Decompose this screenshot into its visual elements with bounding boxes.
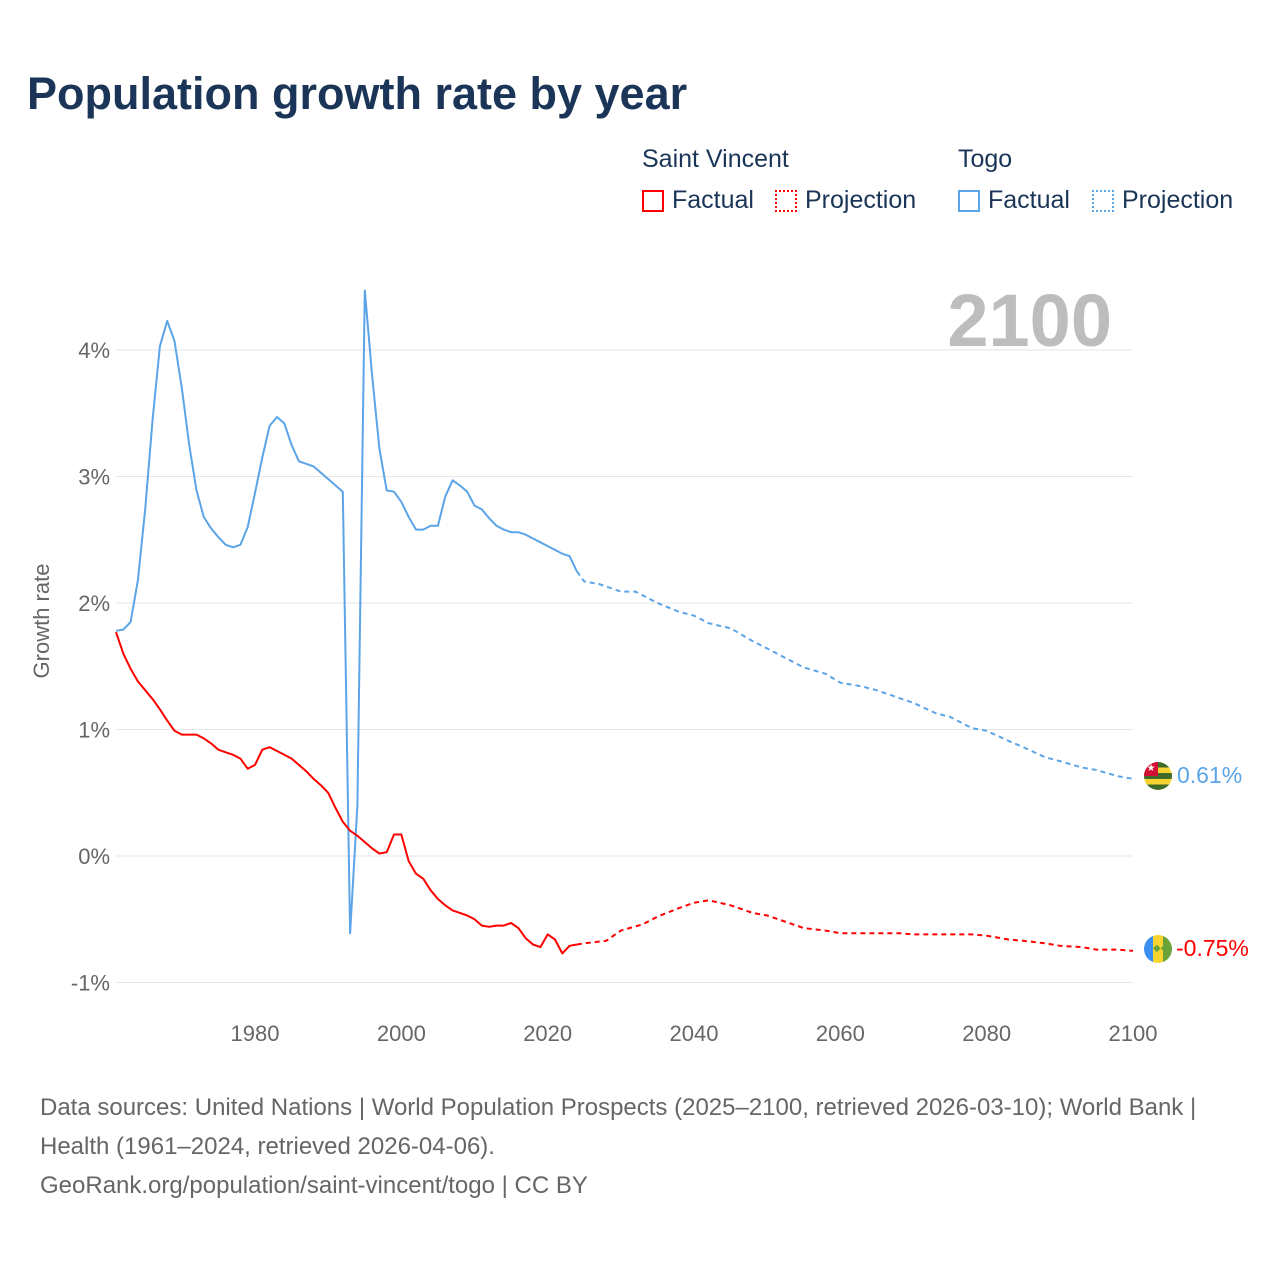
x-tick-label: 2020 xyxy=(523,1021,572,1046)
togo-factual-line xyxy=(115,289,578,935)
y-tick-label: 3% xyxy=(78,465,110,490)
legend-swatch-solid xyxy=(958,189,980,212)
legend-saint-vincent-factual[interactable]: Factual xyxy=(642,186,754,215)
togo-end-value: 0.61% xyxy=(1177,762,1243,788)
y-tick-label: -1% xyxy=(71,971,110,996)
y-tick-label: 0% xyxy=(78,844,110,869)
source-line-1: Data sources: United Nations | World Pop… xyxy=(40,1094,1197,1160)
legend-group-saint-vincent: Saint Vincent xyxy=(642,145,789,173)
legend-togo-projection[interactable]: Projection xyxy=(1092,186,1233,215)
saint-vincent-end-value: -0.75% xyxy=(1176,935,1249,961)
y-tick-label: 2% xyxy=(78,591,110,616)
legend-swatch-dotted xyxy=(1092,189,1114,212)
chart-title: Population growth rate by year xyxy=(27,68,688,119)
x-tick-label: 2000 xyxy=(377,1021,426,1046)
current-year-label: 2100 xyxy=(947,279,1112,362)
legend-label: Factual xyxy=(988,186,1070,214)
x-tick-label: 2060 xyxy=(816,1021,865,1046)
x-tick-label: 2100 xyxy=(1109,1021,1158,1046)
x-tick-label: 1980 xyxy=(231,1021,280,1046)
legend-saint-vincent-projection[interactable]: Projection xyxy=(775,186,916,215)
source-line-2[interactable]: GeoRank.org/population/saint-vincent/tog… xyxy=(40,1172,588,1199)
togo-flag-icon: ★ xyxy=(1144,762,1172,790)
source-note: Data sources: United Nations | World Pop… xyxy=(40,1088,1240,1205)
legend-group-togo: Togo xyxy=(958,145,1013,173)
y-tick-label: 4% xyxy=(78,338,110,363)
y-tick-label: 1% xyxy=(78,718,110,743)
x-tick-label: 2040 xyxy=(670,1021,719,1046)
saint-vincent-flag-icon: ◆◆ xyxy=(1144,935,1172,963)
togo-projection-line xyxy=(576,570,1134,780)
x-tick-label: 2080 xyxy=(962,1021,1011,1046)
legend-label: Projection xyxy=(1122,186,1234,214)
legend-togo-factual[interactable]: Factual xyxy=(958,186,1070,215)
saint-vincent-factual-line xyxy=(115,631,578,955)
legend-label: Projection xyxy=(805,186,917,214)
legend-swatch-dotted xyxy=(775,189,797,212)
saint-vincent-projection-line xyxy=(576,899,1134,952)
legend-swatch-solid xyxy=(642,189,664,212)
legend-label: Factual xyxy=(672,186,754,214)
